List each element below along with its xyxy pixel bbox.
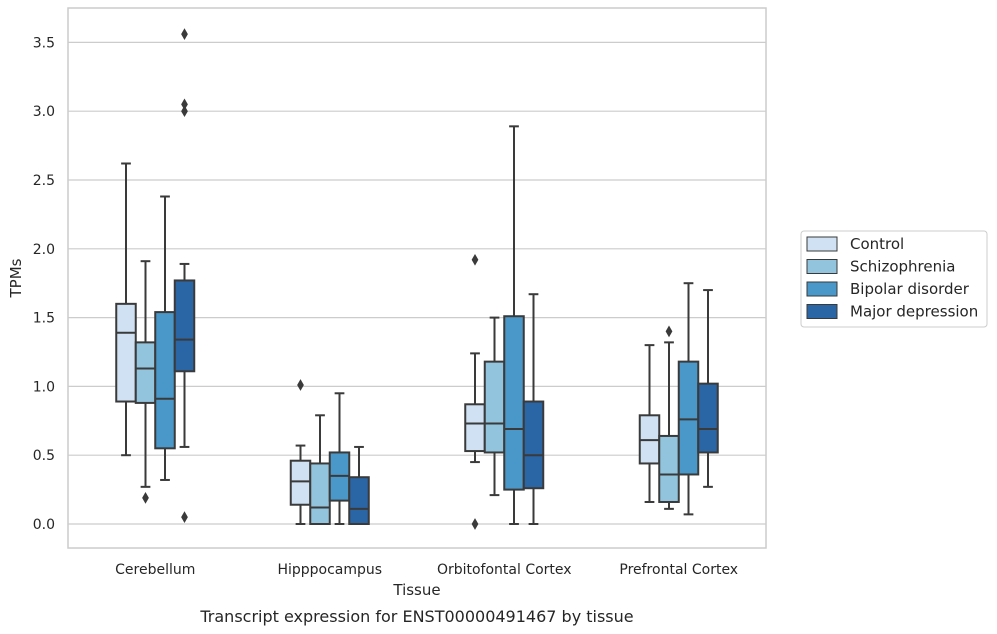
legend-label: Schizophrenia: [850, 258, 955, 276]
box: [677, 360, 700, 476]
legend-label: Bipolar disorder: [850, 280, 970, 298]
box-group: [115, 28, 196, 523]
outlier-point: [181, 105, 188, 118]
box-groups: [115, 28, 719, 530]
y-tick-label: 3.5: [33, 35, 55, 51]
y-tick-label: 3.0: [33, 104, 55, 120]
box: [134, 341, 157, 404]
y-tick-label: 2.0: [33, 242, 55, 258]
box: [464, 403, 486, 453]
legend-swatch: [806, 259, 838, 274]
x-axis-title: Tissue: [392, 581, 440, 599]
x-tick-label: Cerebellum: [115, 562, 195, 578]
outlier-point: [181, 98, 188, 111]
legend-frame: [800, 230, 988, 328]
box-group: [638, 282, 719, 516]
box: [697, 382, 719, 454]
box: [658, 434, 680, 503]
legend-label: Major depression: [850, 303, 978, 321]
outlier-point: [181, 28, 188, 40]
x-tick-label: Hipppocampus: [277, 562, 382, 578]
box: [483, 360, 506, 454]
y-tick-label: 0.0: [33, 517, 55, 533]
y-axis-title: TPMs: [7, 258, 25, 298]
legend: Control Schizophrenia Bipolar disorder Majo…: [800, 230, 988, 328]
box: [522, 400, 545, 490]
x-tick-labels: Cerebellum Hipppocampus Orbitofontal Corte…: [115, 562, 738, 578]
outlier-point: [181, 511, 188, 523]
box: [309, 462, 331, 525]
legend-swatch: [806, 281, 838, 297]
x-tick-label: Prefrontal Cortex: [619, 562, 738, 578]
y-tick-label: 2.5: [33, 173, 55, 189]
outlier-point: [297, 379, 304, 391]
y-tick-label: 1.5: [33, 311, 55, 327]
box: [115, 302, 137, 403]
chart-caption: Transcript expression for ENST0000049146…: [199, 607, 633, 626]
box: [154, 311, 176, 450]
y-tick-labels: 0.0 0.5 1.0 1.5 2.0 2.5 3.0 3.5: [33, 35, 55, 533]
legend-swatch: [806, 236, 838, 252]
legend-swatch: [806, 304, 838, 319]
box-group: [289, 379, 370, 526]
plot-frame: [67, 7, 767, 549]
y-tick-label: 0.5: [33, 448, 55, 464]
legend-label: Control: [850, 235, 904, 253]
box-group: [464, 125, 545, 530]
box: [348, 476, 370, 526]
box: [289, 459, 312, 506]
x-tick-label: Orbitofontal Cortex: [437, 562, 572, 578]
outlier-point: [142, 492, 149, 504]
outlier-point: [665, 325, 673, 338]
box: [503, 315, 525, 491]
y-tick-label: 1.0: [33, 379, 55, 395]
box: [173, 279, 196, 373]
outlier-point: [471, 253, 479, 266]
outlier-point: [471, 518, 479, 530]
